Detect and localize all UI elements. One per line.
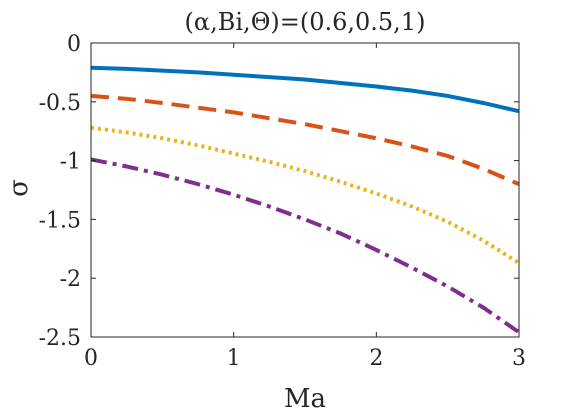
chart-title: (α,Bi,Θ)=(0.6,0.5,1)	[185, 8, 426, 36]
y-axis-label: σ	[4, 179, 34, 197]
x-tick-label: 2	[369, 346, 383, 371]
x-axis-label: Ma	[284, 384, 326, 414]
series-line-4-dashdot	[90, 157, 521, 334]
series-line-3-dotted	[90, 125, 521, 265]
y-tick-label: -2.5	[39, 326, 81, 351]
y-tick-label: -2	[60, 267, 81, 292]
series-lines	[90, 65, 521, 334]
y-tick-label: -1.5	[39, 208, 81, 233]
y-tick-label: -0.5	[39, 91, 81, 116]
y-tick-label: 0	[67, 32, 81, 57]
series-line-2-dashed	[90, 93, 520, 186]
series-line-1-solid	[90, 65, 520, 114]
plot-area-frame	[90, 42, 520, 338]
y-tick-label: -1	[60, 150, 81, 175]
tick-labels: 0 1 2 3 0 -0.5 -1 -1.5 -2 -2.5	[39, 32, 526, 371]
x-tick-label: 3	[512, 346, 526, 371]
axis-ticks	[90, 42, 520, 338]
x-tick-label: 1	[227, 346, 241, 371]
x-tick-label: 0	[84, 346, 98, 371]
